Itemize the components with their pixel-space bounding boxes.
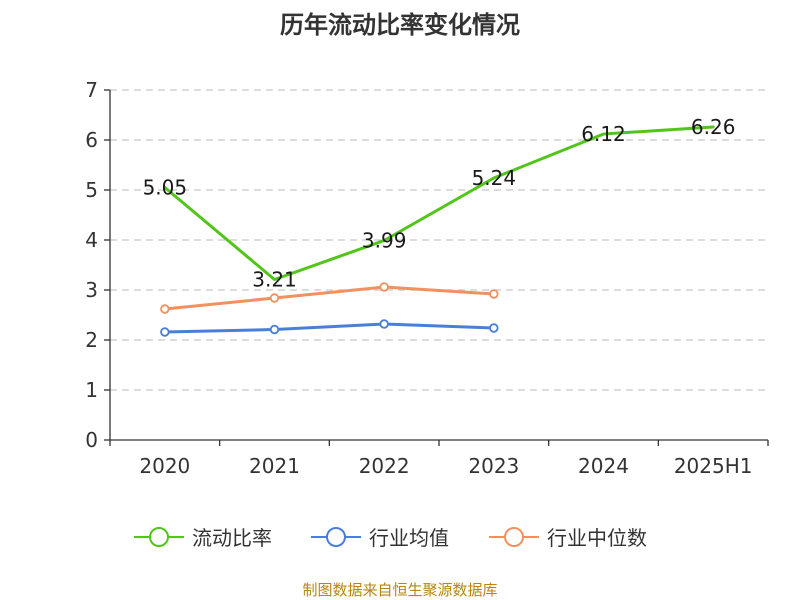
data-label: 6.26 xyxy=(691,115,736,139)
y-tick-label: 2 xyxy=(85,328,98,352)
legend-label: 流动比率 xyxy=(192,526,272,550)
data-point xyxy=(379,319,389,329)
legend-label: 行业中位数 xyxy=(547,526,647,550)
data-point xyxy=(379,282,389,292)
x-tick-label: 2025H1 xyxy=(674,454,753,478)
data-label: 5.24 xyxy=(472,166,517,190)
data-labels: 5.05 3.21 3.99 5.24 6.12 6.26 xyxy=(143,115,736,292)
chart-title: 历年流动比率变化情况 xyxy=(280,11,520,39)
legend-marker xyxy=(149,527,169,547)
data-point xyxy=(160,327,170,337)
y-tick-label: 3 xyxy=(85,278,98,302)
x-tick-label: 2023 xyxy=(468,454,519,478)
legend-label: 行业均值 xyxy=(369,526,449,550)
y-tick-label: 4 xyxy=(85,228,98,252)
x-tick-label: 2024 xyxy=(578,454,629,478)
y-tick-label: 1 xyxy=(85,378,98,402)
data-point xyxy=(269,324,280,335)
y-tick-label: 5 xyxy=(85,178,98,202)
data-point xyxy=(269,293,280,303)
y-tick-label: 0 xyxy=(85,428,98,452)
data-label: 3.21 xyxy=(252,268,297,292)
data-label: 5.05 xyxy=(143,176,188,200)
data-label: 6.12 xyxy=(581,122,626,146)
y-tick-label: 7 xyxy=(85,78,98,102)
series-line xyxy=(163,285,496,311)
legend-marker xyxy=(326,527,346,547)
y-tick-label: 6 xyxy=(85,128,98,152)
data-label: 3.99 xyxy=(362,229,407,253)
x-tick-label: 2021 xyxy=(249,454,300,478)
axes: 0 1 2 3 4 5 6 7 2020 2021 2022 2023 2024 2025H1 xyxy=(85,78,769,478)
series-lines xyxy=(160,125,715,337)
data-point xyxy=(160,304,170,314)
data-point xyxy=(489,323,499,333)
legend-marker xyxy=(504,527,524,547)
data-point xyxy=(489,289,499,299)
legend: 流动比率 行业均值 行业中位数 xyxy=(134,526,647,550)
grid-lines xyxy=(110,89,768,391)
source-note: 制图数据来自恒生聚源数据库 xyxy=(302,581,497,599)
x-tick-label: 2022 xyxy=(359,454,410,478)
series-line xyxy=(163,125,715,281)
x-tick-label: 2020 xyxy=(139,454,190,478)
series-line xyxy=(163,322,496,334)
